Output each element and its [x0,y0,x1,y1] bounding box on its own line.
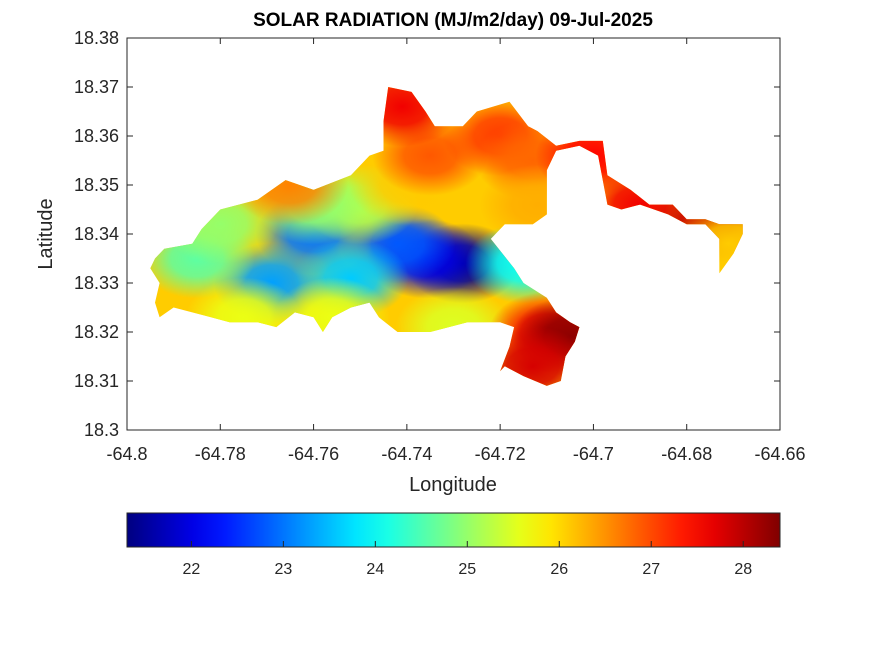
colorbar-tick-label: 27 [642,561,660,578]
colorbar-tick-label: 26 [550,561,568,578]
x-tick-label: -64.68 [661,444,712,464]
colorbar-tick-label: 22 [182,561,200,578]
colorbar-tick-label: 23 [274,561,292,578]
y-tick-label: 18.38 [74,28,119,48]
y-tick-label: 18.3 [84,420,119,440]
y-tick-label: 18.36 [74,126,119,146]
x-axis-ticks: -64.8 -64.78 -64.76 -64.74 -64.72 -64.7 -64.68… [106,38,806,464]
x-tick-label: -64.66 [754,444,805,464]
y-tick-label: 18.37 [74,77,119,97]
colorbar-tick-label: 25 [458,561,476,578]
colorbar-tick-label: 24 [366,561,384,578]
y-tick-label: 18.33 [74,273,119,293]
chart-title: SOLAR RADIATION (MJ/m2/day) 09-Jul-2025 [253,10,653,31]
colorbar-tick-label: 28 [734,561,752,578]
x-axis-label: Longitude [409,474,497,496]
colorbar-ticks: 22 23 24 25 26 27 28 [182,541,752,578]
y-tick-label: 18.34 [74,224,119,244]
y-tick-label: 18.32 [74,322,119,342]
x-tick-label: -64.74 [381,444,432,464]
y-axis-label: Latitude [35,198,57,269]
y-tick-label: 18.31 [74,371,119,391]
y-tick-label: 18.35 [74,175,119,195]
x-tick-label: -64.8 [106,444,147,464]
x-tick-label: -64.7 [573,444,614,464]
y-axis-ticks: 18.3 18.31 18.32 18.33 18.34 18.35 18.36 18.37 1… [74,28,780,440]
x-tick-label: -64.76 [288,444,339,464]
x-tick-label: -64.78 [195,444,246,464]
x-tick-label: -64.72 [475,444,526,464]
colorbar [126,512,781,548]
